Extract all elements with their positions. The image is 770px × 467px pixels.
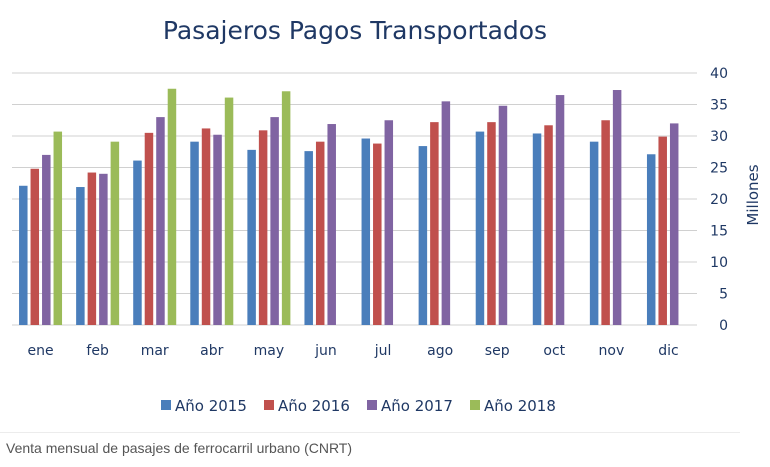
x-tick-label: ago <box>427 343 453 359</box>
bar-nov-0 <box>589 141 599 325</box>
bar-abr-3 <box>224 97 234 325</box>
x-tick-label: mar <box>141 343 169 359</box>
x-tick-label: may <box>254 343 285 359</box>
bar-oct-0 <box>532 133 542 325</box>
bar-jul-1 <box>373 143 382 325</box>
bar-oct-2 <box>555 95 565 325</box>
bar-feb-1 <box>87 172 97 325</box>
x-tick-label: sep <box>485 343 510 359</box>
bar-may-0 <box>247 149 256 325</box>
y-tick-label: 25 <box>710 161 728 177</box>
bar-dic-2 <box>669 123 679 326</box>
figure-caption: Venta mensual de pasajes de ferrocarril … <box>6 440 353 456</box>
x-axis-ticks: ene feb mar abr may jun jul ago sep oct nov dic <box>27 343 678 359</box>
y-tick-label: 30 <box>710 129 728 145</box>
y-axis-label: Millones <box>744 164 762 225</box>
bars <box>19 88 679 326</box>
bar-abr-0 <box>190 141 199 325</box>
y-tick-label: 40 <box>710 66 728 82</box>
legend-swatch-0 <box>161 400 171 410</box>
bar-chart: Pasajeros Pagos Transportados 0 5 10 15 20 25… <box>12 16 762 415</box>
bar-dic-1 <box>658 136 667 325</box>
bar-mar-3 <box>167 88 177 325</box>
bar-nov-1 <box>601 120 610 325</box>
gridlines <box>12 72 697 326</box>
legend-label-2: Año 2017 <box>381 397 453 415</box>
x-tick-label: jun <box>314 343 337 359</box>
chart-title: Pasajeros Pagos Transportados <box>163 16 547 45</box>
bar-mar-2 <box>156 117 165 325</box>
legend-swatch-3 <box>470 400 480 410</box>
x-tick-label: ene <box>27 343 53 359</box>
bar-mar-0 <box>133 160 142 325</box>
bar-jul-0 <box>361 138 371 325</box>
legend-swatch-1 <box>264 400 274 410</box>
legend-swatch-2 <box>367 400 377 410</box>
x-tick-label: feb <box>86 343 109 359</box>
bar-ene-2 <box>42 154 51 325</box>
legend-label-3: Año 2018 <box>484 397 556 415</box>
legend: Año 2015 Año 2016 Año 2017 Año 2018 <box>161 397 556 415</box>
bar-oct-1 <box>544 125 553 325</box>
bar-ene-0 <box>19 185 28 325</box>
legend-label-0: Año 2015 <box>175 397 247 415</box>
bar-feb-2 <box>99 173 108 325</box>
bar-may-2 <box>270 117 279 325</box>
bar-jul-2 <box>384 120 394 325</box>
bar-sep-1 <box>487 122 496 325</box>
x-tick-label: nov <box>599 343 625 359</box>
y-tick-label: 35 <box>710 98 728 114</box>
legend-label-1: Año 2016 <box>278 397 350 415</box>
bar-jun-2 <box>327 124 336 325</box>
bar-abr-1 <box>201 128 211 325</box>
y-tick-label: 10 <box>710 255 728 271</box>
y-tick-label: 5 <box>719 287 728 303</box>
bar-ago-0 <box>418 146 428 325</box>
bar-may-1 <box>258 130 268 325</box>
divider <box>0 432 740 433</box>
bar-jun-0 <box>304 151 313 325</box>
x-tick-label: abr <box>200 343 223 359</box>
x-tick-label: dic <box>658 343 678 359</box>
bar-sep-2 <box>498 105 508 325</box>
bar-jun-1 <box>315 141 325 325</box>
x-tick-label: oct <box>543 343 565 359</box>
bar-may-3 <box>281 91 291 326</box>
y-tick-label: 15 <box>710 224 728 240</box>
chart-frame: Pasajeros Pagos Transportados 0 5 10 15 20 25… <box>12 16 762 415</box>
y-tick-label: 20 <box>710 192 728 208</box>
bar-ago-2 <box>441 101 451 325</box>
x-tick-label: jul <box>374 343 392 359</box>
bar-feb-3 <box>110 141 120 325</box>
bar-sep-0 <box>475 131 485 325</box>
bar-abr-2 <box>213 134 222 325</box>
bar-feb-0 <box>76 187 85 325</box>
bar-ago-1 <box>430 122 439 325</box>
bar-nov-2 <box>612 90 622 325</box>
bar-ene-1 <box>30 168 40 325</box>
bar-dic-0 <box>646 154 656 325</box>
bar-ene-3 <box>53 131 63 325</box>
bar-mar-1 <box>144 132 154 325</box>
y-axis-ticks: 0 5 10 15 20 25 30 35 40 <box>710 66 728 334</box>
y-tick-label: 0 <box>719 318 728 334</box>
